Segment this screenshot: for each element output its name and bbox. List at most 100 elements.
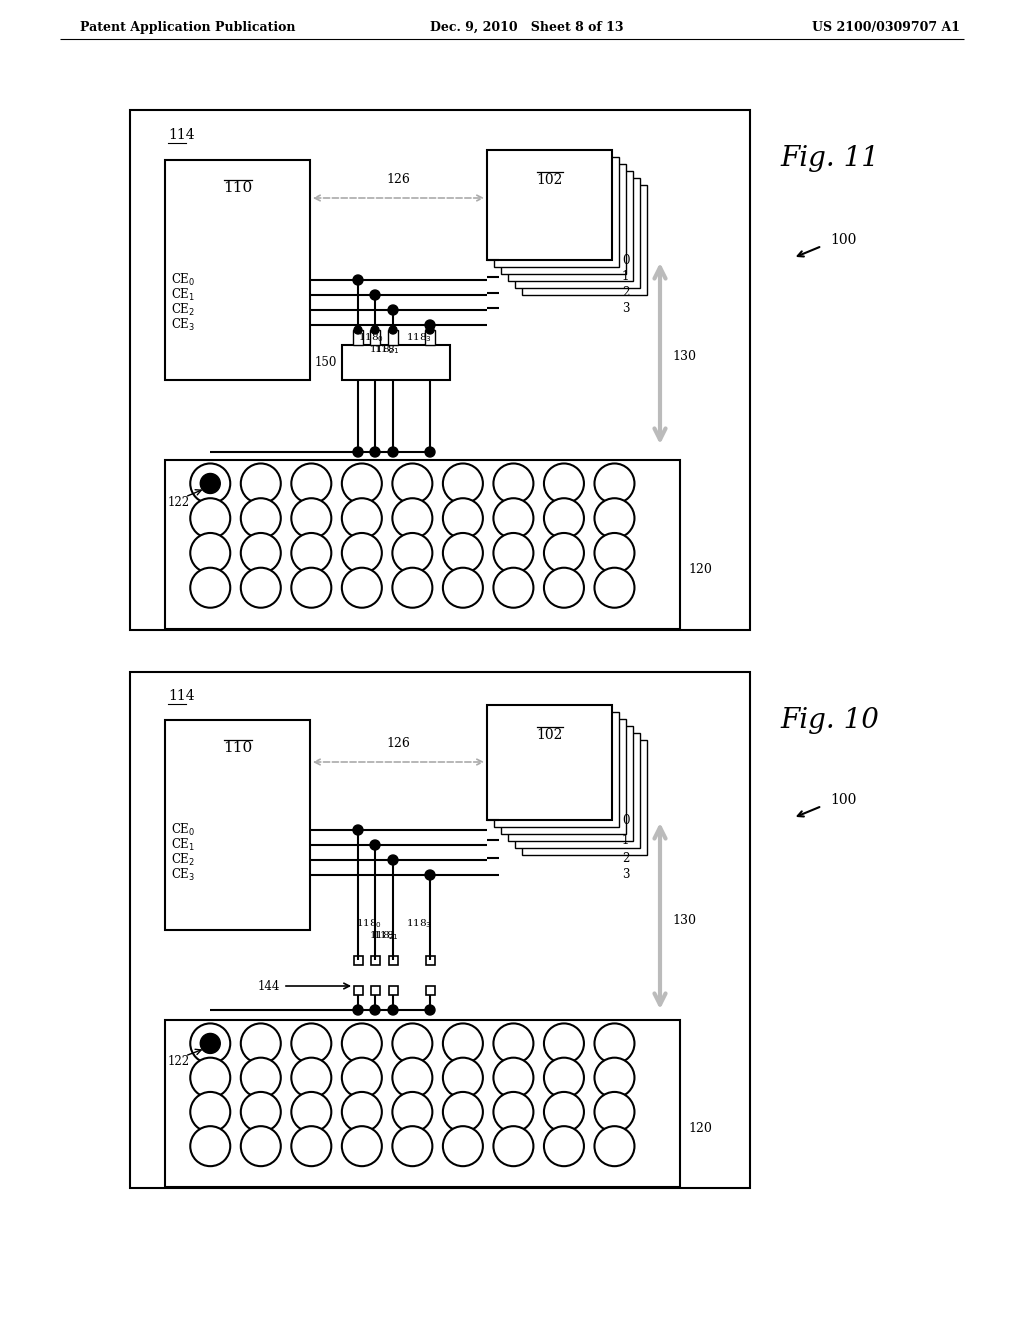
Text: 126: 126 [387, 173, 411, 186]
Text: CE$_0$: CE$_0$ [171, 822, 196, 838]
Circle shape [342, 498, 382, 539]
Text: 126: 126 [387, 737, 411, 750]
Circle shape [425, 870, 435, 880]
Text: 122: 122 [168, 496, 190, 510]
Circle shape [425, 1005, 435, 1015]
Circle shape [291, 568, 332, 607]
Bar [388, 330, 398, 345]
Bar [353, 986, 362, 994]
Text: 118$_3$: 118$_3$ [407, 331, 432, 343]
Text: 114: 114 [168, 128, 195, 143]
Circle shape [353, 825, 362, 836]
Text: 3: 3 [622, 301, 630, 314]
Text: Fig. 11: Fig. 11 [780, 144, 879, 172]
Circle shape [392, 1023, 432, 1064]
Circle shape [544, 533, 584, 573]
Circle shape [544, 1023, 584, 1064]
Text: US 2100/0309707 A1: US 2100/0309707 A1 [812, 21, 961, 33]
Circle shape [595, 1092, 635, 1133]
Bar [130, 110, 750, 630]
Circle shape [595, 1057, 635, 1098]
Circle shape [291, 1126, 332, 1166]
Circle shape [353, 275, 362, 285]
Circle shape [190, 1023, 230, 1064]
Bar [522, 741, 647, 855]
Bar [370, 330, 380, 345]
Bar [494, 157, 618, 267]
Circle shape [544, 498, 584, 539]
Circle shape [443, 498, 483, 539]
Circle shape [595, 533, 635, 573]
Text: CE$_1$: CE$_1$ [171, 837, 196, 853]
Text: 110: 110 [223, 181, 252, 195]
Circle shape [342, 533, 382, 573]
Circle shape [241, 498, 281, 539]
Bar [353, 956, 362, 965]
Bar [371, 956, 380, 965]
Bar [494, 711, 618, 828]
Circle shape [392, 498, 432, 539]
Circle shape [291, 463, 332, 503]
Text: 1: 1 [622, 271, 630, 284]
Text: 118$_1$: 118$_1$ [374, 343, 400, 356]
Text: CE$_1$: CE$_1$ [171, 286, 196, 304]
Circle shape [241, 463, 281, 503]
Circle shape [443, 1057, 483, 1098]
Circle shape [371, 326, 379, 334]
Circle shape [494, 533, 534, 573]
Text: Patent Application Publication: Patent Application Publication [80, 21, 296, 33]
Circle shape [388, 447, 398, 457]
Circle shape [190, 568, 230, 607]
Text: Fig. 10: Fig. 10 [780, 706, 879, 734]
Text: 130: 130 [672, 913, 696, 927]
Bar [501, 719, 626, 834]
Circle shape [342, 1023, 382, 1064]
Circle shape [425, 447, 435, 457]
Circle shape [443, 568, 483, 607]
Bar [426, 956, 434, 965]
Circle shape [426, 326, 434, 334]
Circle shape [291, 498, 332, 539]
Circle shape [389, 326, 397, 334]
Circle shape [544, 463, 584, 503]
Circle shape [190, 1092, 230, 1133]
Circle shape [370, 447, 380, 457]
Text: CE$_3$: CE$_3$ [171, 317, 196, 333]
Circle shape [388, 305, 398, 315]
Circle shape [241, 1023, 281, 1064]
Text: 118$_0$: 118$_0$ [358, 331, 384, 343]
Bar [508, 172, 633, 281]
Circle shape [443, 1092, 483, 1133]
Circle shape [291, 1023, 332, 1064]
Text: 144: 144 [258, 979, 280, 993]
Text: 118$_0$: 118$_0$ [356, 917, 382, 931]
Circle shape [443, 1023, 483, 1064]
Text: 130: 130 [672, 350, 696, 363]
Circle shape [494, 1023, 534, 1064]
Bar [165, 160, 310, 380]
Circle shape [443, 533, 483, 573]
Circle shape [544, 1126, 584, 1166]
Bar [165, 719, 310, 931]
Circle shape [201, 474, 220, 494]
Bar [165, 459, 680, 630]
Circle shape [190, 1126, 230, 1166]
Text: 0: 0 [622, 813, 630, 826]
Text: 100: 100 [830, 793, 856, 807]
Text: 118$_1$: 118$_1$ [373, 929, 399, 942]
Circle shape [342, 568, 382, 607]
Bar [342, 345, 450, 380]
Circle shape [388, 1005, 398, 1015]
Circle shape [190, 463, 230, 503]
Circle shape [190, 533, 230, 573]
Text: 3: 3 [622, 869, 630, 882]
Circle shape [370, 1005, 380, 1015]
Circle shape [425, 319, 435, 330]
Bar [371, 986, 380, 994]
Text: CE$_0$: CE$_0$ [171, 272, 196, 288]
Circle shape [494, 1126, 534, 1166]
Text: CE$_2$: CE$_2$ [171, 851, 196, 869]
Text: 102: 102 [537, 173, 562, 187]
Circle shape [392, 1092, 432, 1133]
Bar [353, 330, 362, 345]
